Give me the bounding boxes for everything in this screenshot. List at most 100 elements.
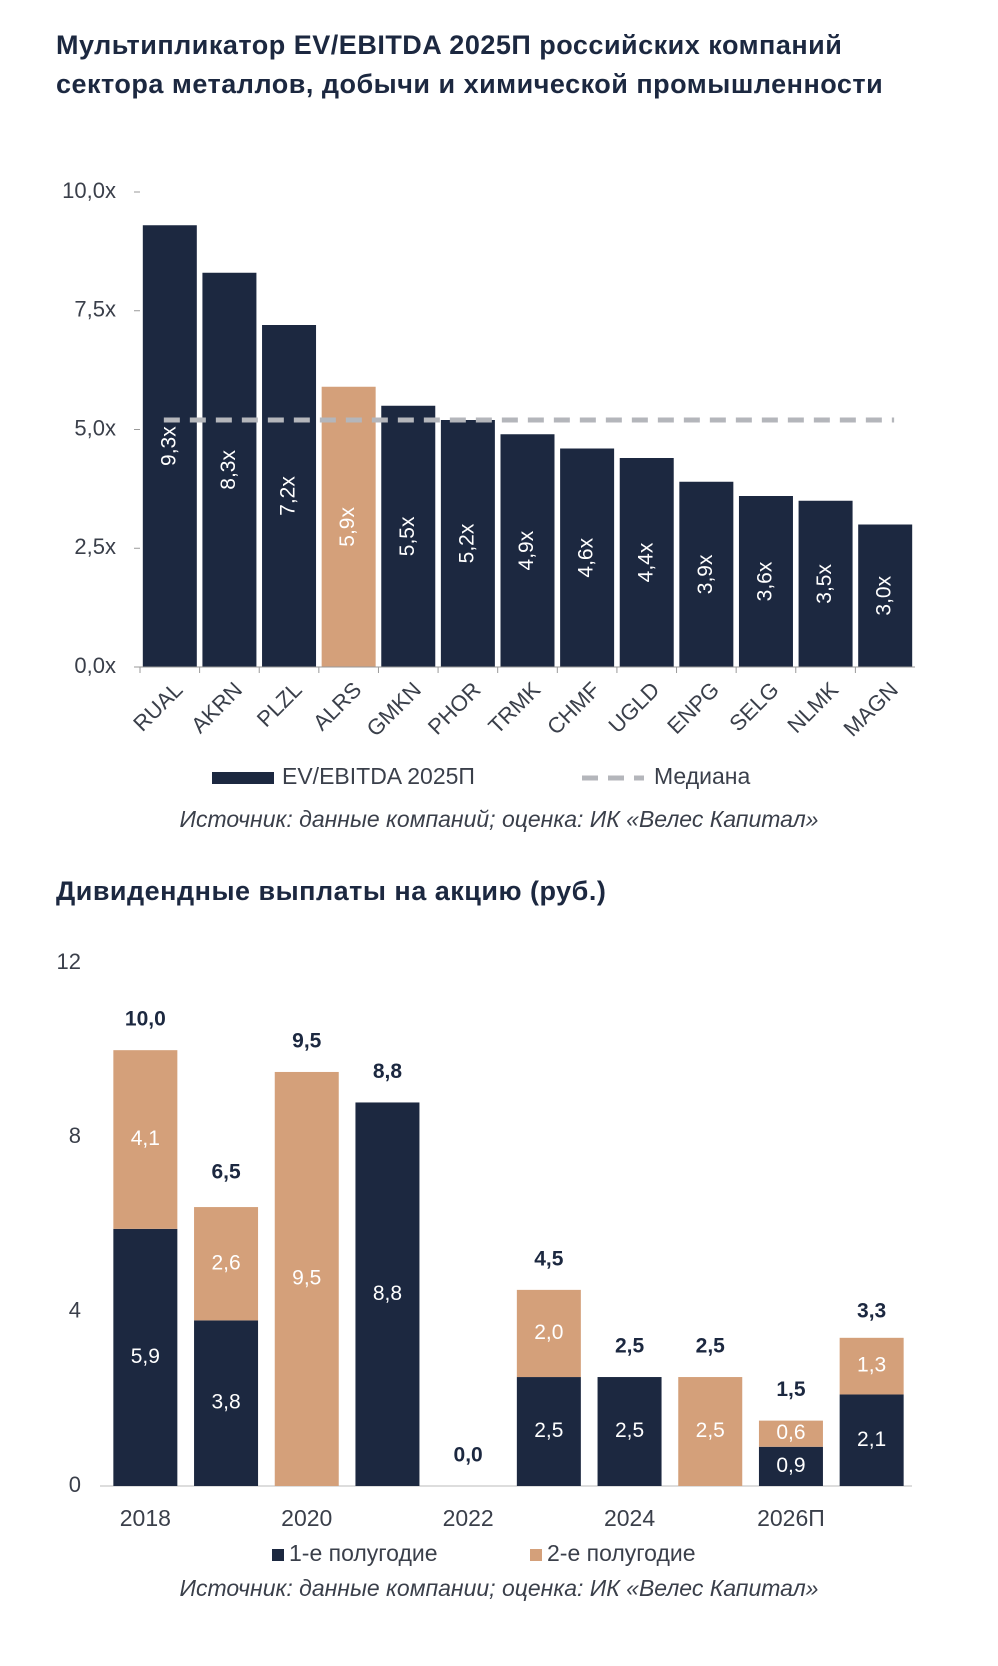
bar xyxy=(560,448,615,667)
total-label: 3,3 xyxy=(857,1300,886,1323)
value-label: 8,8 xyxy=(373,1282,402,1305)
x-tick-label: ENPG xyxy=(662,677,724,739)
value-label: 5,9 xyxy=(131,1345,160,1368)
bar-segment xyxy=(516,1289,581,1378)
legend-swatch xyxy=(212,772,274,784)
x-tick-label: GMKN xyxy=(362,677,426,741)
y-tick-label: 0 xyxy=(69,1472,81,1497)
total-label: 6,5 xyxy=(211,1160,241,1183)
legend-label: EV/EBITDA 2025П xyxy=(282,763,475,789)
bar xyxy=(440,420,495,667)
x-tick-label: PHOR xyxy=(423,677,486,740)
value-label: 0,6 xyxy=(776,1421,805,1444)
bar xyxy=(202,272,257,667)
x-tick-label: ALRS xyxy=(308,677,366,735)
bar xyxy=(619,458,674,667)
value-label: 4,4x xyxy=(634,542,657,582)
value-label: 2,1 xyxy=(857,1428,886,1451)
value-label: 3,0x xyxy=(873,575,896,615)
chart-title: Мультипликатор EV/EBITDA 2025П российски… xyxy=(56,30,884,99)
y-tick-label: 5,0x xyxy=(74,415,116,440)
bar-segment xyxy=(355,1102,420,1486)
y-tick-label: 8 xyxy=(69,1123,81,1148)
x-tick-label: TRMK xyxy=(483,677,545,739)
y-tick-label: 2,5x xyxy=(74,534,116,559)
value-label: 8,3x xyxy=(217,450,240,490)
legend-label: 1-е полугодие xyxy=(289,1540,438,1566)
bar-segment xyxy=(113,1050,178,1229)
value-label: 5,2x xyxy=(455,523,478,563)
bar-segment xyxy=(113,1228,178,1486)
value-label: 2,5 xyxy=(534,1419,563,1442)
value-label: 5,5x xyxy=(396,516,419,556)
value-label: 2,5 xyxy=(615,1419,644,1442)
chart-title: Дивидендные выплаты на акцию (руб.) xyxy=(56,876,607,906)
x-tick-label: 2022 xyxy=(443,1505,494,1531)
x-tick-label: 2018 xyxy=(120,1505,171,1531)
y-tick-label: 4 xyxy=(69,1297,81,1322)
x-tick-label: MAGN xyxy=(838,677,902,741)
bar xyxy=(381,405,436,667)
value-label: 3,5x xyxy=(813,564,836,604)
bar-segment xyxy=(597,1377,662,1486)
value-label: 7,2x xyxy=(277,476,300,516)
y-tick-label: 10,0x xyxy=(62,178,116,203)
value-label: 2,0 xyxy=(534,1321,563,1344)
bar-segment xyxy=(839,1394,904,1486)
bar-segment xyxy=(516,1377,581,1486)
bar xyxy=(142,225,197,667)
total-label: 1,5 xyxy=(776,1378,806,1401)
x-tick-label: 2024 xyxy=(604,1505,655,1531)
value-label: 5,9x xyxy=(336,507,359,547)
source: Источник: данные компании; оценка: ИК «В… xyxy=(179,1575,819,1601)
bar-segment xyxy=(758,1446,823,1486)
y-tick-label: 7,5x xyxy=(74,297,116,322)
bar xyxy=(798,500,853,667)
bar xyxy=(321,386,376,667)
legend-swatch xyxy=(530,1549,542,1561)
x-tick-label: RUAL xyxy=(128,677,187,736)
x-tick-label: NLMK xyxy=(782,677,843,738)
value-label: 1,3 xyxy=(857,1354,886,1377)
value-label: 4,6x xyxy=(575,537,598,577)
y-tick-label: 0,0x xyxy=(74,653,116,678)
total-label: 2,5 xyxy=(615,1335,645,1358)
value-label: 3,9x xyxy=(694,554,717,594)
total-label: 9,5 xyxy=(292,1030,322,1053)
value-label: 4,1 xyxy=(131,1127,160,1150)
value-label: 2,5 xyxy=(696,1419,725,1442)
legend-label: 2-е полугодие xyxy=(547,1540,696,1566)
x-tick-label: CHMF xyxy=(542,677,605,740)
value-label: 3,6x xyxy=(754,561,777,601)
total-label: 8,8 xyxy=(373,1060,403,1083)
total-label: 4,5 xyxy=(534,1247,564,1270)
x-tick-label: AKRN xyxy=(186,677,247,738)
bar xyxy=(262,325,317,667)
value-label: 3,8 xyxy=(211,1391,240,1414)
value-label: 9,5 xyxy=(292,1267,321,1290)
legend-swatch xyxy=(272,1549,284,1561)
x-tick-label: SELG xyxy=(724,677,783,736)
bar-segment xyxy=(194,1207,259,1321)
bar xyxy=(500,434,555,667)
x-tick-label: 2020 xyxy=(281,1505,332,1531)
value-label: 4,9x xyxy=(515,530,538,570)
value-label: 9,3x xyxy=(157,426,180,466)
legend-label: Медиана xyxy=(654,763,750,789)
x-tick-label: 2026П xyxy=(757,1505,825,1531)
bar-segment xyxy=(194,1320,259,1486)
total-label: 2,5 xyxy=(696,1335,726,1358)
source: Источник: данные компаний; оценка: ИК «В… xyxy=(179,806,819,832)
y-tick-label: 12 xyxy=(57,949,81,974)
x-tick-label: PLZL xyxy=(252,677,307,732)
bar xyxy=(738,496,793,667)
bar xyxy=(679,481,734,667)
x-tick-label: UGLD xyxy=(603,677,664,738)
total-label: 0,0 xyxy=(454,1444,483,1467)
value-label: 2,6 xyxy=(211,1251,240,1274)
bar-segment xyxy=(678,1377,743,1486)
bar-segment xyxy=(758,1420,823,1447)
total-label: 10,0 xyxy=(125,1008,166,1031)
